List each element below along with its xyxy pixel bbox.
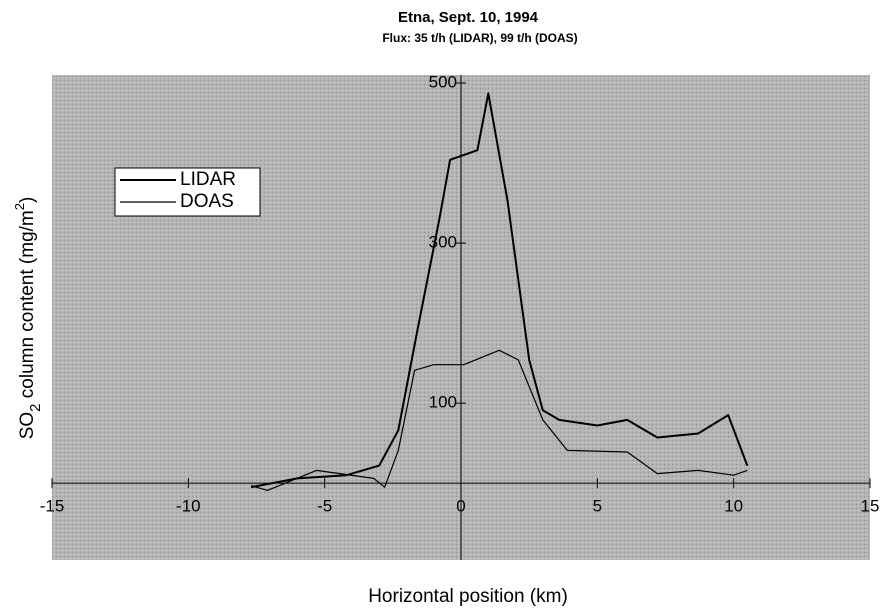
x-tick-label: 0 bbox=[456, 497, 465, 516]
x-tick-label: 15 bbox=[861, 497, 880, 516]
data-line bbox=[250, 92, 749, 489]
data-line bbox=[250, 349, 748, 491]
x-tick-label: 5 bbox=[593, 497, 602, 516]
y-axis-label-part: column content (mg/m bbox=[17, 210, 38, 403]
legend-box bbox=[114, 167, 261, 217]
chart-title: Etna, Sept. 10, 1994 bbox=[398, 9, 539, 26]
x-tick-label: -5 bbox=[317, 497, 332, 516]
legend-label: DOAS bbox=[180, 191, 234, 212]
x-tick-label: -10 bbox=[176, 497, 201, 516]
y-axis-label-part: 2 bbox=[12, 203, 27, 210]
legend-label: LIDAR bbox=[180, 169, 236, 190]
y-tick-label: 500 bbox=[429, 72, 457, 91]
x-tick-label: 10 bbox=[724, 497, 743, 516]
y-axis-label: SO2 column content (mg/m2) bbox=[12, 197, 45, 440]
chart-subtitle: Flux: 35 t/h (LIDAR), 99 t/h (DOAS) bbox=[382, 31, 577, 45]
y-axis-label-part: SO bbox=[17, 412, 38, 439]
y-axis-label-part: ) bbox=[17, 197, 38, 203]
y-tick-label: 100 bbox=[429, 393, 457, 412]
x-axis-label: Horizontal position (km) bbox=[368, 586, 568, 607]
y-axis-label-part: 2 bbox=[27, 404, 44, 412]
x-tick-label: -15 bbox=[40, 497, 65, 516]
